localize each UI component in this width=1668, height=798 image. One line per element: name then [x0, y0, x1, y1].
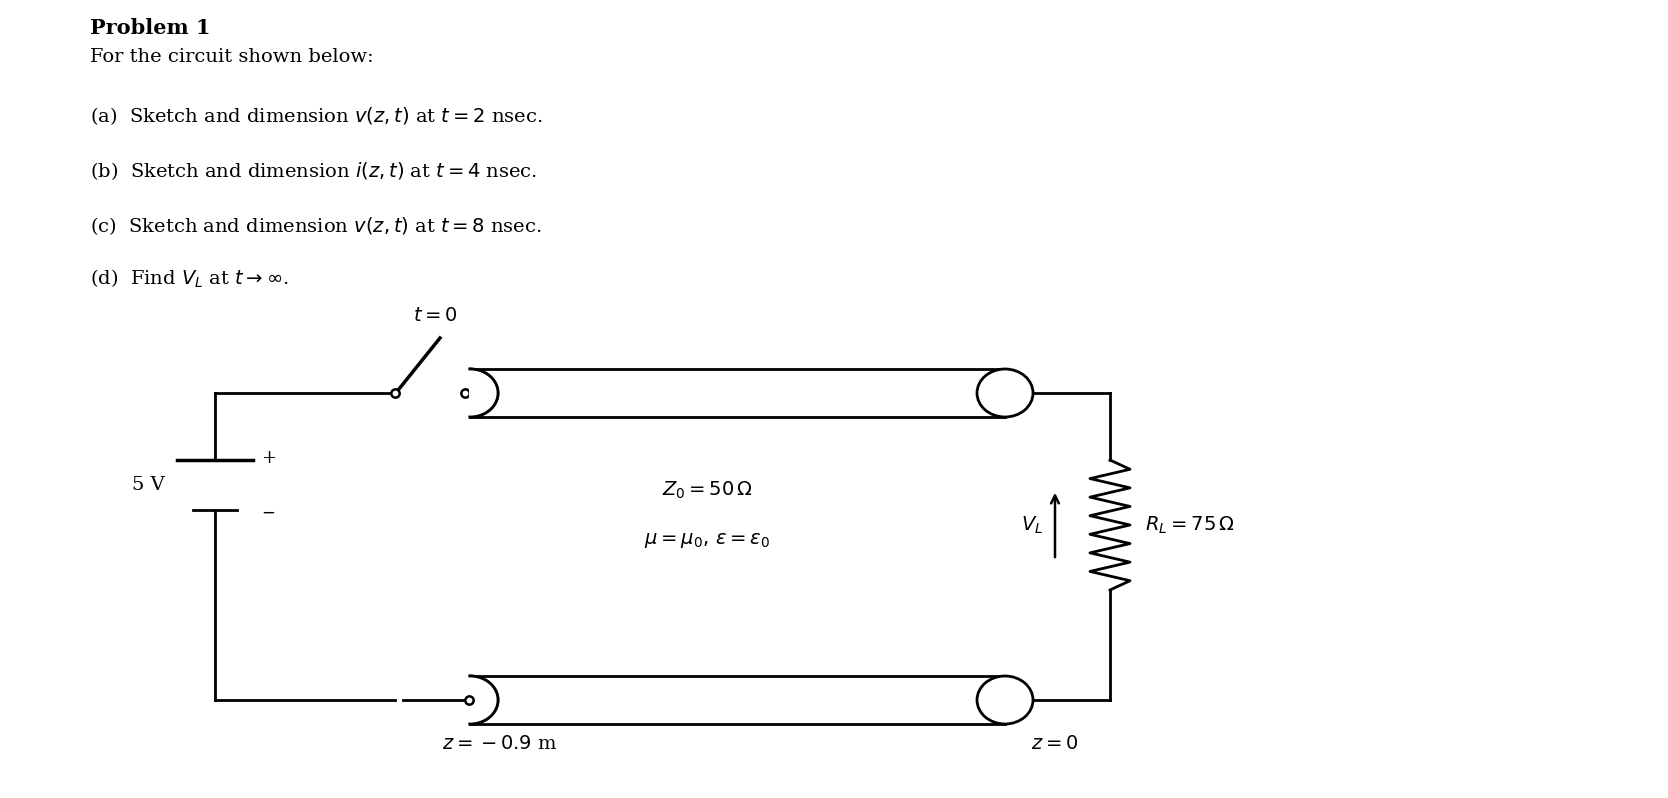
- Text: $z = -0.9$ m: $z = -0.9$ m: [442, 735, 557, 753]
- Ellipse shape: [977, 676, 1032, 724]
- Text: For the circuit shown below:: For the circuit shown below:: [90, 48, 374, 66]
- Text: Problem 1: Problem 1: [90, 18, 210, 38]
- Polygon shape: [470, 676, 499, 724]
- Text: (a)  Sketch and dimension $v(z,t)$ at $t = 2$ nsec.: (a) Sketch and dimension $v(z,t)$ at $t …: [90, 105, 542, 127]
- Text: $V_L$: $V_L$: [1021, 515, 1042, 535]
- Text: +: +: [260, 449, 275, 467]
- Text: $R_L = 75\,\Omega$: $R_L = 75\,\Omega$: [1144, 515, 1234, 535]
- Text: 5 V: 5 V: [132, 476, 165, 494]
- Text: $t = 0$: $t = 0$: [412, 307, 457, 325]
- Text: (d)  Find $V_L$ at $t \to \infty$.: (d) Find $V_L$ at $t \to \infty$.: [90, 268, 289, 290]
- Text: $z = 0$: $z = 0$: [1031, 735, 1079, 753]
- Text: (c)  Sketch and dimension $v(z,t)$ at $t = 8$ nsec.: (c) Sketch and dimension $v(z,t)$ at $t …: [90, 215, 542, 237]
- Text: $\mu = \mu_0,\, \epsilon = \epsilon_0$: $\mu = \mu_0,\, \epsilon = \epsilon_0$: [644, 531, 771, 550]
- Text: (b)  Sketch and dimension $i(z,t)$ at $t = 4$ nsec.: (b) Sketch and dimension $i(z,t)$ at $t …: [90, 160, 537, 182]
- Text: $Z_0 = 50\,\Omega$: $Z_0 = 50\,\Omega$: [662, 480, 752, 500]
- Text: $-$: $-$: [260, 504, 275, 520]
- Ellipse shape: [977, 369, 1032, 417]
- Polygon shape: [470, 369, 499, 417]
